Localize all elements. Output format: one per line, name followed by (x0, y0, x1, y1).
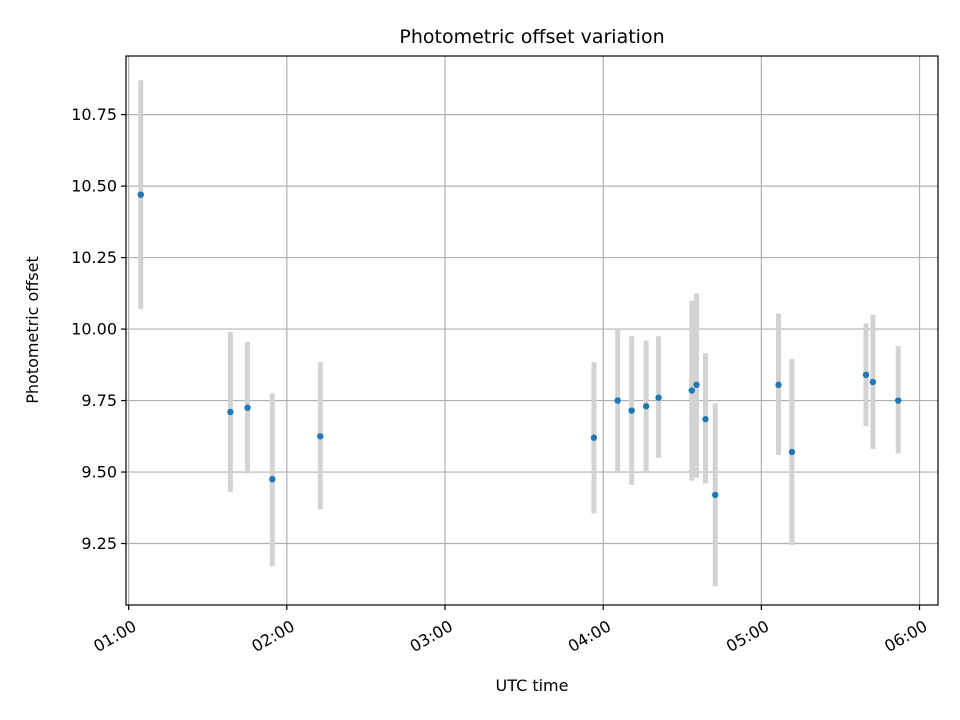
data-point (788, 448, 796, 456)
y-tick-label: 9.25 (81, 534, 117, 553)
data-point (614, 397, 621, 404)
data-point (693, 381, 700, 389)
y-tick-label: 9.50 (81, 463, 117, 482)
data-point (244, 404, 251, 411)
data-point (590, 434, 598, 441)
y-tick-label: 10.50 (71, 177, 117, 196)
data-point (137, 191, 144, 198)
data-point (269, 475, 276, 483)
y-tick-label: 9.75 (81, 391, 117, 410)
data-point (869, 378, 877, 386)
data-point (702, 415, 709, 423)
data-point (628, 407, 635, 414)
grid (126, 56, 938, 605)
y-tick-label: 10.25 (71, 248, 117, 267)
y-axis-label: Photometric offset (23, 256, 42, 404)
data-point (642, 403, 650, 410)
data-point (317, 433, 324, 440)
data-point (712, 491, 719, 499)
data-point (655, 394, 662, 401)
data-point (775, 381, 782, 389)
data-point (894, 397, 902, 404)
y-tick-label: 10.00 (71, 320, 117, 339)
data-point (227, 408, 234, 416)
data-point (862, 371, 870, 379)
chart-title: Photometric offset variation (399, 26, 664, 48)
plot-frame (125, 55, 939, 606)
x-axis-label: UTC time (496, 676, 569, 695)
data-points (137, 191, 902, 499)
data-point (688, 387, 695, 394)
y-tick-label: 10.75 (71, 105, 117, 124)
